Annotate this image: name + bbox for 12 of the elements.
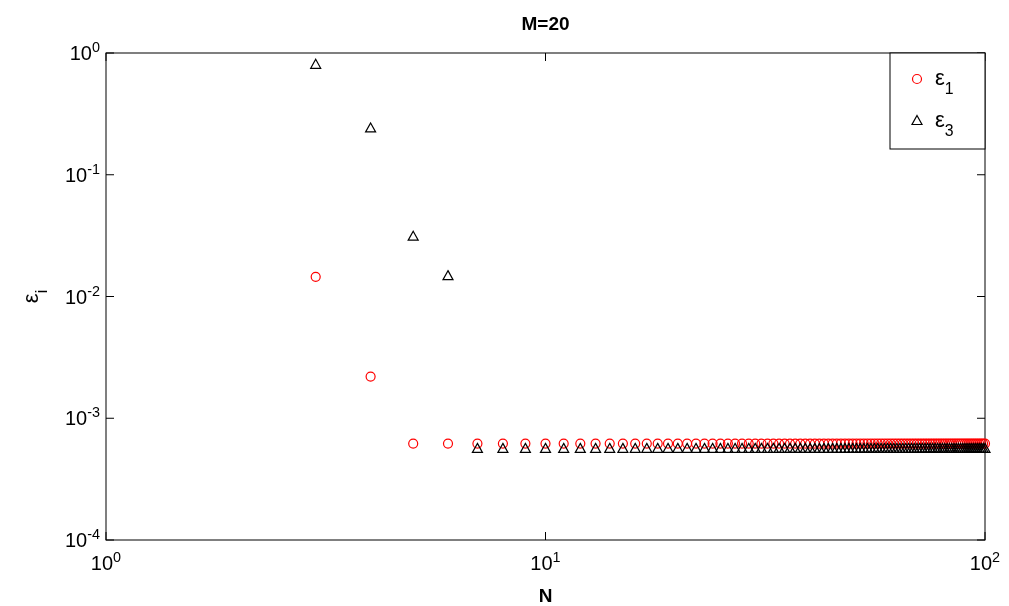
- x-tick-label: 10$^{0}$: [90, 549, 122, 574]
- chart-title: M=20: [521, 13, 570, 34]
- x-tick-label: 10$^{2}$: [969, 549, 1001, 574]
- y-tick-label: 10$^{-3}$: [64, 404, 100, 430]
- x-axis-title: N: [538, 585, 553, 606]
- y-tick-label: 10$^{-2}$: [64, 282, 100, 308]
- y-tick-label: 10$^{-4}$: [64, 526, 100, 551]
- legend-label: ε$_{3}$: [935, 107, 954, 139]
- y-tick-label: 10$^{0}$: [69, 39, 100, 64]
- y-tick-label: 10$^{-1}$: [64, 160, 100, 186]
- legend-label: ε$_{1}$: [935, 65, 954, 97]
- x-tick-label: 10$^{1}$: [530, 549, 561, 574]
